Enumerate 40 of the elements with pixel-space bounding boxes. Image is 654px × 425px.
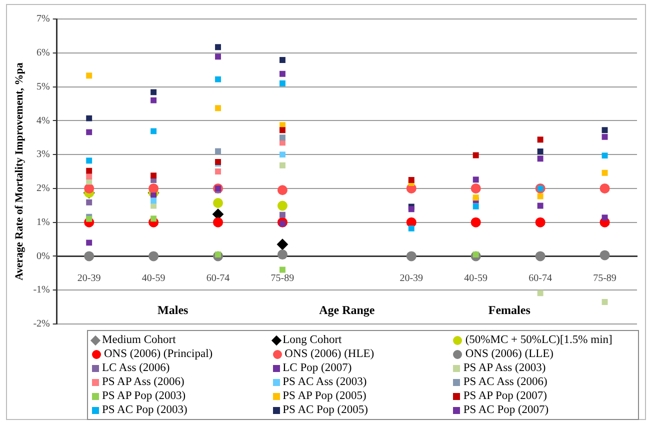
x-tick-label: 75-89 <box>593 272 616 284</box>
legend-label: PS AP Ass (2006) <box>102 375 184 389</box>
legend-label: PS AP Pop (2005) <box>282 389 366 403</box>
x-tick-label: 40-59 <box>142 272 166 284</box>
annotation: Females <box>488 303 531 318</box>
y-tick-label: 3% <box>36 149 50 160</box>
x-axis-title: Age Range <box>319 303 376 318</box>
y-tick-label: 7% <box>36 14 50 25</box>
y-tick-label: 1% <box>36 216 50 228</box>
legend-label: ONS (2006) (LLE) <box>465 347 554 361</box>
y-tick-label: 6% <box>36 48 50 59</box>
annotation: Males <box>158 303 189 318</box>
x-tick-label: 20-39 <box>77 272 101 284</box>
y-tick-label: 5% <box>36 81 50 92</box>
legend-label: ONS (2006) (Principal) <box>104 347 213 361</box>
legend-label: LC Ass (2006) <box>102 361 170 375</box>
legend-label: Medium Cohort <box>102 333 176 347</box>
legend-label: ONS (2006) (HLE) <box>284 347 374 361</box>
legend-label: PS AC Ass (2006) <box>463 375 548 389</box>
y-tick-label: -2% <box>33 318 50 330</box>
x-tick-label: 20-39 <box>400 272 424 284</box>
legend-label: PS AC Ass (2003) <box>282 375 367 389</box>
legend-label: Long Cohort <box>282 333 342 347</box>
legend-label: PS AC Pop (2005) <box>282 403 368 417</box>
legend-label: PS AP Ass (2003) <box>463 361 546 375</box>
y-tick-label: 0% <box>36 250 50 262</box>
y-axis-title: Average Rate of Mortality Improvement, %pa <box>13 62 26 280</box>
legend-label: PS AC Pop (2007) <box>463 403 549 417</box>
x-tick-label: 60-74 <box>528 272 552 284</box>
y-tick-label: 2% <box>36 183 50 194</box>
y-tick-label: -1% <box>33 284 50 296</box>
y-tick-label: 4% <box>36 115 50 126</box>
legend-label: (50%MC + 50%LC)[1.5% min] <box>465 333 612 347</box>
legend-label: PS AC Pop (2003) <box>102 403 188 417</box>
x-tick-label: 75-89 <box>270 272 294 284</box>
x-tick-label: 40-59 <box>464 272 488 284</box>
x-tick-label: 60-74 <box>206 272 230 284</box>
legend-label: PS AP Pop (2003) <box>102 389 186 403</box>
legend-label: PS AP Pop (2007) <box>463 389 547 403</box>
legend-label: LC Pop (2007) <box>282 361 352 375</box>
